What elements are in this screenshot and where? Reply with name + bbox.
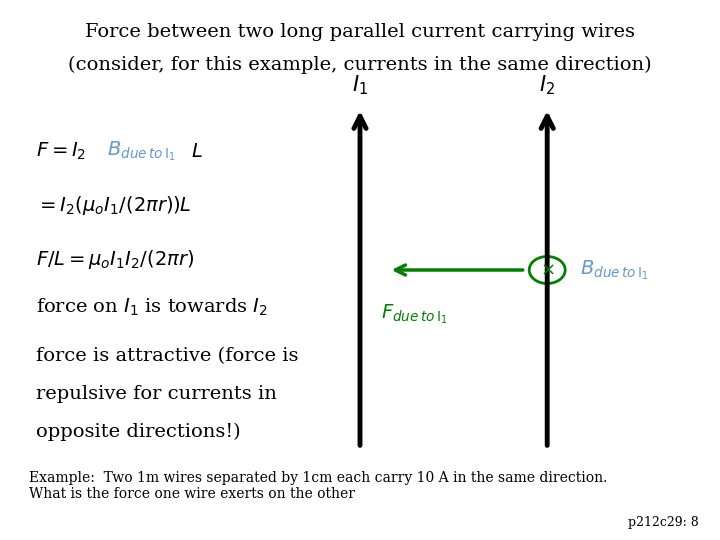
Text: force on $I_1$ is towards $I_2$: force on $I_1$ is towards $I_2$: [36, 297, 268, 319]
Text: $I_2$: $I_2$: [539, 73, 555, 97]
Text: What is the force one wire exerts on the other: What is the force one wire exerts on the…: [29, 487, 355, 501]
Text: p212c29: 8: p212c29: 8: [628, 516, 698, 529]
Text: $F = I_2$: $F = I_2$: [36, 140, 86, 162]
Text: $I_1$: $I_1$: [352, 73, 368, 97]
Text: Force between two long parallel current carrying wires: Force between two long parallel current …: [85, 23, 635, 42]
Text: opposite directions!): opposite directions!): [36, 423, 240, 441]
Text: Example:  Two 1m wires separated by 1cm each carry 10 A in the same direction.: Example: Two 1m wires separated by 1cm e…: [29, 471, 607, 485]
Text: $B_{\rm\mathit{due\,to\,}I_1}$: $B_{\rm\mathit{due\,to\,}I_1}$: [107, 139, 175, 163]
Text: $F/L = \mu_oI_1I_2/(2\pi r)$: $F/L = \mu_oI_1I_2/(2\pi r)$: [36, 248, 194, 271]
Text: (consider, for this example, currents in the same direction): (consider, for this example, currents in…: [68, 56, 652, 74]
Text: $F_{\rm\mathit{due\,to\,}I_1}$: $F_{\rm\mathit{due\,to\,}I_1}$: [381, 302, 447, 326]
Text: $B_{\rm\mathit{due\,to\,}I_1}$: $B_{\rm\mathit{due\,to\,}I_1}$: [580, 258, 648, 282]
Text: $= I_2(\mu_oI_1/(2\pi r))L$: $= I_2(\mu_oI_1/(2\pi r))L$: [36, 194, 191, 217]
Text: force is attractive (force is: force is attractive (force is: [36, 347, 299, 366]
Text: $\times$: $\times$: [540, 261, 554, 279]
Text: repulsive for currents in: repulsive for currents in: [36, 385, 277, 403]
Text: $L$: $L$: [191, 141, 202, 161]
